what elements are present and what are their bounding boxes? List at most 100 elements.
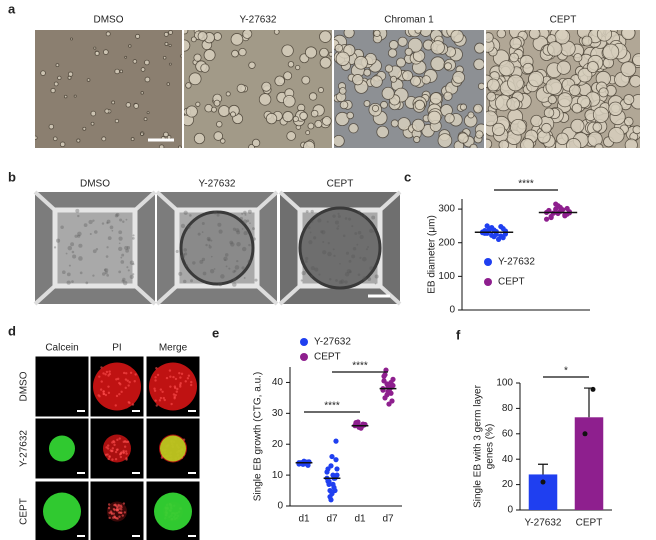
texture (133, 380, 136, 383)
texture (252, 237, 256, 241)
legend-marker (300, 353, 308, 361)
cell (230, 111, 236, 118)
y-tick-label: 300 (438, 204, 455, 215)
cell (133, 103, 139, 109)
cell (427, 110, 442, 125)
data-point (495, 236, 502, 242)
texture (56, 238, 61, 243)
texture (180, 372, 184, 376)
y-axis-label: Single EB growth (CTG, a.u.) (253, 372, 264, 502)
cell (397, 36, 408, 47)
texture (333, 254, 336, 258)
micrograph (35, 30, 182, 148)
cell (104, 108, 110, 114)
texture (129, 260, 135, 265)
data-point (386, 389, 392, 395)
texture (337, 225, 340, 228)
pi-signal (93, 362, 141, 411)
texture (118, 270, 122, 274)
texture (104, 268, 109, 273)
texture (358, 213, 361, 215)
cell (520, 138, 535, 148)
texture (179, 385, 182, 388)
texture (120, 390, 123, 394)
column-title: Merge (159, 343, 188, 354)
cell (473, 58, 484, 71)
cell (230, 33, 244, 46)
image-title: Chroman 1 (384, 15, 434, 26)
texture (185, 264, 188, 267)
texture (199, 259, 204, 264)
calcein-signal (49, 435, 75, 462)
texture (241, 246, 247, 252)
data-point (334, 466, 340, 472)
texture (243, 277, 246, 279)
texture (340, 279, 345, 284)
texture (244, 213, 247, 216)
cell (608, 126, 625, 144)
cell (528, 30, 541, 40)
cell (334, 43, 344, 53)
data-point (331, 484, 337, 491)
texture (189, 383, 193, 387)
texture (71, 250, 75, 254)
texture (124, 386, 127, 390)
texture (344, 271, 350, 277)
texture (190, 279, 193, 283)
texture (327, 242, 330, 245)
cell (286, 131, 296, 141)
significance-label: **** (518, 179, 534, 190)
texture (102, 392, 105, 396)
cell (363, 100, 371, 107)
texture (234, 265, 240, 270)
texture (118, 246, 123, 251)
cell (195, 101, 201, 107)
texture (207, 238, 211, 242)
texture (363, 214, 366, 217)
cell (188, 72, 202, 86)
cell (581, 35, 593, 47)
cell (90, 121, 95, 126)
texture (109, 225, 114, 230)
cell (305, 130, 311, 136)
texture (349, 270, 352, 274)
cell (146, 111, 150, 115)
cell (248, 61, 256, 69)
cell (624, 138, 638, 148)
texture (169, 375, 172, 378)
y-tick-label: 20 (272, 439, 284, 450)
texture (107, 385, 110, 388)
texture (364, 216, 367, 219)
data-point (382, 372, 388, 378)
texture (252, 227, 256, 231)
texture (309, 231, 312, 234)
texture (310, 275, 313, 278)
texture (357, 230, 362, 235)
texture (304, 260, 308, 263)
texture (224, 253, 229, 257)
cell (384, 64, 394, 73)
texture (246, 219, 250, 223)
fluorescence-image (34, 355, 90, 418)
texture (70, 242, 75, 247)
texture (232, 277, 237, 282)
texture (305, 210, 309, 213)
cell (163, 131, 169, 138)
texture (115, 212, 120, 217)
texture (104, 373, 107, 376)
y-tick-label: 40 (502, 454, 514, 465)
texture (111, 229, 114, 232)
cell (602, 43, 620, 61)
texture (337, 212, 340, 215)
cell (184, 30, 189, 35)
panel-label: d (8, 323, 16, 338)
cell (419, 30, 432, 37)
cell (158, 144, 165, 148)
texture (120, 256, 123, 259)
texture (247, 259, 252, 264)
texture (174, 377, 178, 381)
texture (342, 234, 346, 238)
texture (243, 231, 248, 236)
texture (213, 211, 218, 215)
